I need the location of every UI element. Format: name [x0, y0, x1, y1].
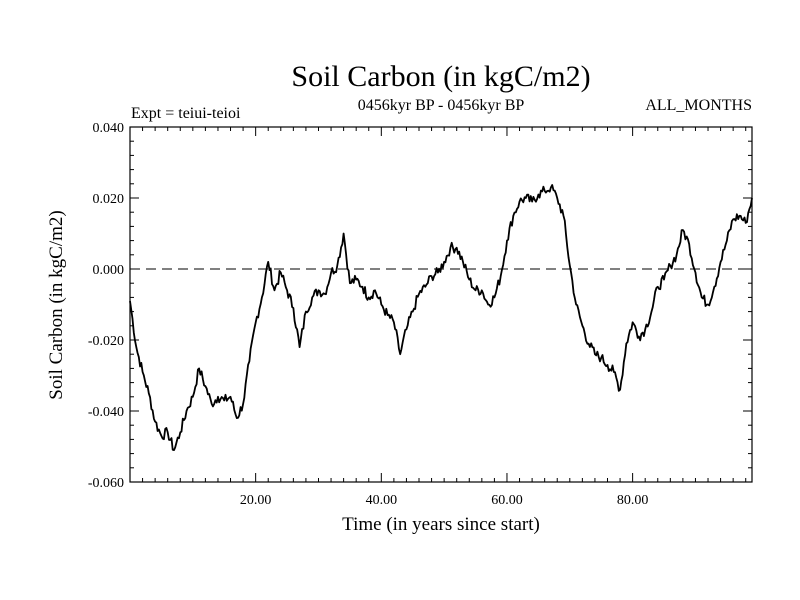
y-axis-label: Soil Carbon (in kgC/m2) — [46, 210, 67, 399]
series-group — [129, 184, 753, 452]
x-tick-label: 60.00 — [491, 493, 523, 508]
y-tick-label: 0.020 — [93, 192, 125, 207]
y-tick-label: -0.040 — [88, 405, 124, 420]
y-tick-label: 0.040 — [93, 121, 125, 136]
axis-ticks — [130, 127, 752, 482]
series-line-soil-carbon — [129, 184, 753, 452]
y-tick-label: -0.060 — [88, 476, 124, 491]
x-tick-label: 40.00 — [366, 493, 398, 508]
months-label: ALL_MONTHS — [645, 97, 752, 114]
experiment-label: Expt = teiui-teioi — [131, 105, 241, 122]
x-tick-label: 20.00 — [240, 493, 272, 508]
y-tick-label: 0.000 — [93, 263, 125, 278]
chart-title: Soil Carbon (in kgC/m2) — [291, 60, 590, 93]
tick-labels: 20.00 40.00 60.00 80.00 -0.060 -0.040 -0.020 0.… — [88, 121, 649, 508]
chart-subtitle: 0456kyr BP - 0456kyr BP — [358, 97, 525, 114]
plot-frame — [129, 126, 753, 483]
y-tick-label: -0.020 — [88, 334, 124, 349]
x-tick-label: 80.00 — [617, 493, 649, 508]
x-axis-label: Time (in years since start) — [342, 514, 540, 535]
